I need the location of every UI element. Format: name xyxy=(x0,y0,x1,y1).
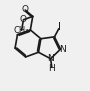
Text: N: N xyxy=(59,45,65,54)
Text: O: O xyxy=(20,15,27,24)
Text: CH₃: CH₃ xyxy=(14,26,29,35)
Text: I: I xyxy=(58,22,61,32)
Text: O: O xyxy=(22,5,29,14)
Text: H: H xyxy=(49,64,55,73)
Text: N: N xyxy=(47,54,54,63)
